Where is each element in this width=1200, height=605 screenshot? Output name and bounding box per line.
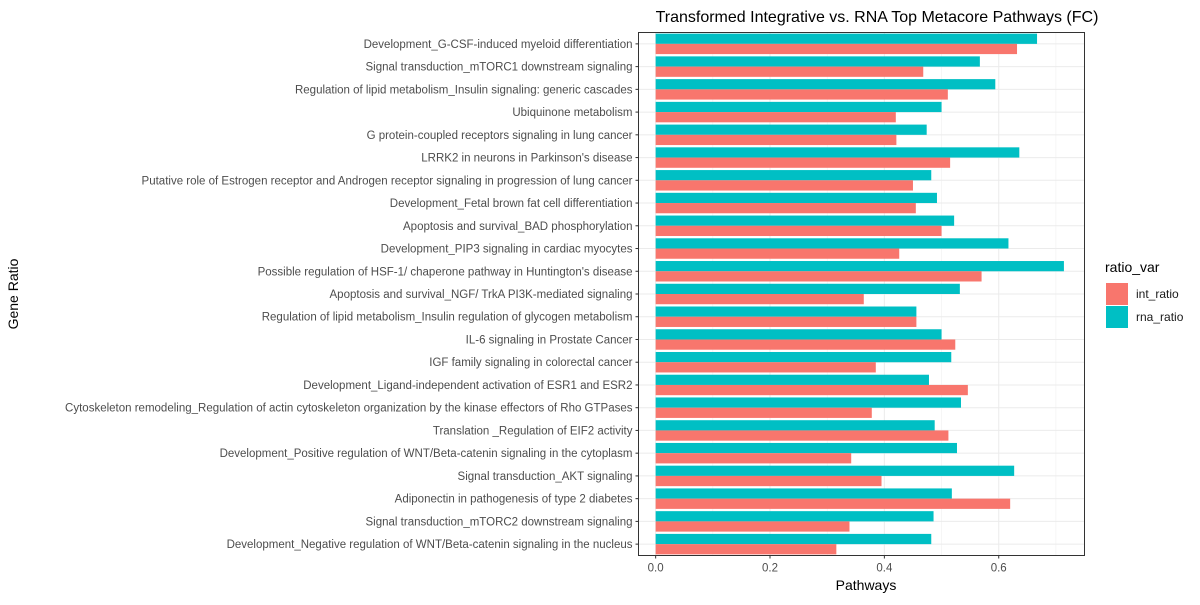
bar-rna-ratio	[655, 465, 1015, 476]
y-tick-label: Development_Ligand-independent activatio…	[303, 380, 632, 392]
x-tick-label: 0.6	[991, 563, 1007, 575]
x-axis-ticks: 0.0 0.2 0.4 0.6	[648, 555, 1007, 575]
bar-int-ratio	[655, 521, 850, 532]
bar-rna-ratio	[655, 351, 952, 363]
y-tick-label: Development_Fetal brown fat cell differe…	[390, 198, 633, 210]
y-tick-label: Signal transduction_AKT signaling	[458, 471, 633, 483]
bar-int-ratio	[655, 294, 864, 305]
x-tick-label: 0.4	[876, 563, 893, 575]
bar-rna-ratio	[655, 33, 1038, 44]
y-tick-label: IL-6 signaling in Prostate Cancer	[466, 334, 633, 346]
bar-int-ratio	[655, 384, 968, 396]
bars	[655, 33, 1064, 555]
y-tick-label: Ubiquinone metabolism	[512, 107, 632, 119]
bar-rna-ratio	[655, 488, 952, 499]
y-tick-label: LRRK2 in neurons in Parkinson's disease	[421, 153, 632, 165]
y-tick-label: Putative role of Estrogen receptor and A…	[142, 175, 633, 187]
bar-rna-ratio	[655, 442, 957, 454]
bar-int-ratio	[655, 544, 837, 555]
y-tick-label: Signal transduction_mTORC1 downstream si…	[366, 62, 633, 74]
bar-int-ratio	[655, 43, 1018, 55]
bar-rna-ratio	[655, 147, 1020, 158]
bar-int-ratio	[655, 430, 949, 441]
bar-rna-ratio	[655, 329, 942, 340]
bar-rna-ratio	[655, 79, 996, 90]
x-tick-label: 0.2	[762, 563, 778, 575]
y-tick-label: Apoptosis and survival_NGF/ TrkA PI3K-me…	[330, 289, 633, 301]
bar-int-ratio	[655, 203, 916, 214]
legend-swatch-rna-ratio	[1106, 306, 1128, 328]
bar-int-ratio	[655, 498, 1011, 509]
bar-int-ratio	[655, 475, 882, 487]
y-tick-label: Regulation of lipid metabolism_Insulin s…	[295, 84, 633, 96]
legend: ratio_var int_ratio rna_ratio	[1105, 259, 1184, 328]
bar-rna-ratio	[655, 397, 961, 408]
y-tick-label: Development_G-CSF-induced myeloid differ…	[364, 39, 633, 51]
x-axis-label: Pathways	[836, 577, 897, 593]
bar-int-ratio	[655, 339, 956, 350]
bar-rna-ratio	[655, 374, 929, 385]
y-tick-label: IGF family signaling in colorectal cance…	[429, 357, 632, 369]
y-tick-label: Adiponectin in pathogenesis of type 2 di…	[395, 494, 633, 506]
bar-rna-ratio	[655, 215, 955, 226]
bar-rna-ratio	[655, 170, 932, 181]
bar-rna-ratio	[655, 124, 927, 135]
y-tick-label: Development_PIP3 signaling in cardiac my…	[381, 244, 633, 256]
y-tick-label: Cytoskeleton remodeling_Regulation of ac…	[65, 403, 633, 415]
legend-title: ratio_var	[1105, 259, 1160, 275]
bar-int-ratio	[655, 271, 982, 282]
bar-rna-ratio	[655, 533, 932, 545]
bar-int-ratio	[655, 180, 913, 191]
bar-int-ratio	[655, 248, 900, 259]
y-tick-label: Translation _Regulation of EIF2 activity	[433, 425, 633, 437]
bar-rna-ratio	[655, 511, 934, 522]
legend-label-int-ratio: int_ratio	[1136, 287, 1179, 301]
y-tick-label: Regulation of lipid metabolism_Insulin r…	[262, 312, 633, 324]
bar-int-ratio	[655, 225, 942, 237]
bar-rna-ratio	[655, 56, 980, 67]
y-axis-label: Gene Ratio	[5, 258, 21, 329]
category-labels: Development_G-CSF-induced myeloid differ…	[65, 39, 639, 551]
bar-int-ratio	[655, 66, 924, 77]
bar-int-ratio	[655, 89, 948, 100]
bar-int-ratio	[655, 407, 872, 418]
bar-rna-ratio	[655, 192, 937, 204]
bar-rna-ratio	[655, 101, 942, 113]
bar-int-ratio	[655, 134, 897, 146]
y-tick-label: Apoptosis and survival_BAD phosphorylati…	[403, 221, 633, 233]
bar-rna-ratio	[655, 306, 917, 317]
bar-rna-ratio	[655, 283, 960, 294]
y-tick-label: G protein-coupled receptors signaling in…	[367, 130, 633, 142]
chart-title: Transformed Integrative vs. RNA Top Meta…	[656, 9, 1099, 26]
y-tick-label: Development_Negative regulation of WNT/B…	[227, 539, 633, 551]
bar-int-ratio	[655, 453, 852, 464]
bar-rna-ratio	[655, 238, 1009, 249]
bar-int-ratio	[655, 362, 876, 373]
legend-label-rna-ratio: rna_ratio	[1136, 310, 1184, 324]
bar-int-ratio	[655, 157, 951, 168]
y-tick-label: Signal transduction_mTORC2 downstream si…	[366, 516, 633, 528]
y-tick-label: Possible regulation of HSF-1/ chaperone …	[258, 266, 633, 278]
bar-rna-ratio	[655, 261, 1064, 272]
bar-rna-ratio	[655, 420, 935, 431]
bar-int-ratio	[655, 316, 917, 327]
x-tick-label: 0.0	[648, 563, 664, 575]
y-tick-label: Development_Positive regulation of WNT/B…	[220, 448, 633, 460]
bar-int-ratio	[655, 112, 896, 123]
legend-swatch-int-ratio	[1106, 283, 1128, 305]
